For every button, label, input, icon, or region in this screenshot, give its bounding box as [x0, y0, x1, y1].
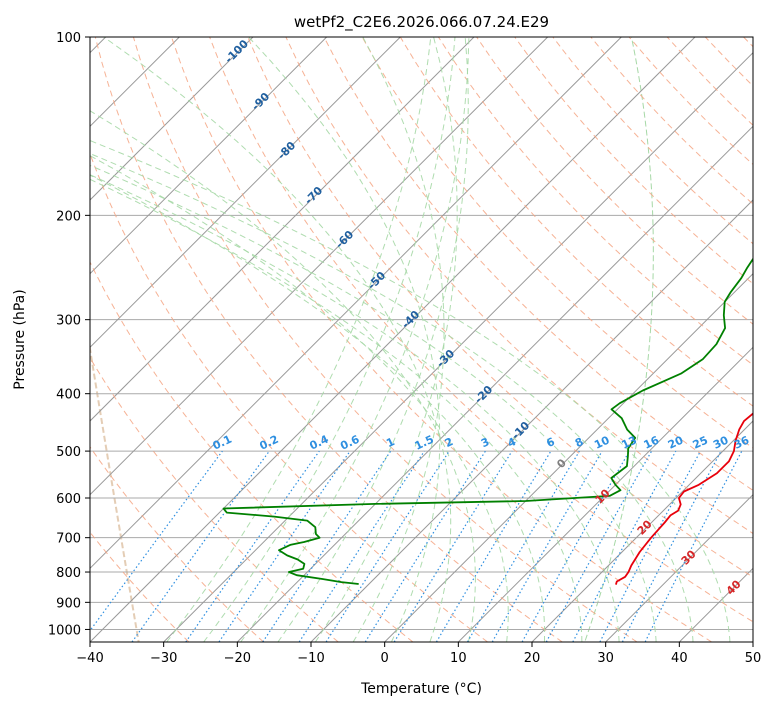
x-tick-label: 40 [671, 651, 688, 666]
x-axis-label: Temperature (°C) [360, 681, 482, 697]
plot-area: -100-90-80-70-60-50-40-30-20-100.1 0.2 0.4… [90, 37, 753, 642]
moist-adiabat [166, 37, 432, 642]
mixing-ratio-line [545, 450, 653, 642]
isotherm-line [90, 37, 622, 570]
moist-adiabat [248, 37, 441, 642]
x-tick-label: 0 [381, 651, 389, 666]
mixing-ratio-label: 16 [642, 433, 662, 451]
x-tick-label: 50 [745, 651, 762, 666]
mixing-ratio-label: 13 [620, 434, 639, 452]
moist-adiabat [90, 140, 731, 642]
dry-adiabat [90, 356, 339, 642]
x-tick-label: 30 [597, 651, 614, 666]
dry-adiabat [476, 37, 753, 325]
y-tick-label: 300 [56, 314, 81, 329]
isotherm-line [163, 51, 753, 642]
y-tick-label: 600 [56, 492, 81, 507]
isotherm-line [90, 37, 328, 275]
sounding-series [222, 257, 753, 585]
dry-adiabat [323, 37, 753, 491]
line-labels: -100-90-80-70-60-50-40-30-20-100.1 0.2 0.4… [211, 37, 752, 598]
mixing-ratio-line [131, 450, 270, 642]
curved-guide [584, 37, 654, 642]
dry-adiabat [94, 37, 563, 642]
mixing-ratio-line [218, 450, 351, 642]
mixing-ratio-line [521, 450, 631, 642]
mixing-ratio-label: 20 [666, 433, 686, 451]
dry-adiabat [90, 260, 414, 642]
y-tick-label: 900 [56, 596, 81, 611]
y-tick-label: 100 [56, 31, 81, 46]
dry-adiabat [132, 37, 638, 642]
curved-guide [90, 342, 140, 642]
mixing-ratio-lines [90, 450, 743, 642]
isotherm-line [90, 37, 254, 201]
moist-adiabat [240, 37, 470, 642]
moist-adiabat [90, 110, 476, 642]
y-tick-label: 800 [56, 566, 81, 581]
isotherm-line [384, 272, 753, 642]
x-tick-label: −20 [224, 651, 251, 666]
moist-adiabat [90, 178, 583, 642]
x-tick-label: −30 [150, 651, 177, 666]
temperature-line [615, 412, 753, 585]
moist-adiabat [203, 37, 456, 642]
mixing-ratio-line [393, 450, 513, 642]
isotherm-line [531, 420, 753, 642]
x-tick-label: 10 [450, 651, 467, 666]
x-tick-label: −40 [76, 651, 103, 666]
y-tick-label: 400 [56, 388, 81, 403]
y-tick-label: 700 [56, 532, 81, 547]
moist-adiabat [314, 37, 458, 642]
moist-adiabat [103, 37, 452, 642]
mixing-ratio-line [644, 450, 743, 642]
y-axis-ticks: 100 200 300 400 500 600 700 800 900 1000 [48, 31, 90, 638]
moist-adiabat [90, 164, 657, 642]
mixing-ratio-line [262, 450, 392, 642]
mixing-ratio-line [185, 450, 320, 642]
mixing-ratio-label: 30 [711, 433, 731, 451]
chart-title: wetPf2_C2E6.2026.066.07.24.E29 [294, 13, 549, 32]
mixing-ratio-label: 36 [732, 433, 752, 451]
dry-adiabat [209, 37, 753, 623]
mixing-ratio-label: 10 [592, 433, 612, 451]
x-axis-ticks: −40 −30 −20 −10 0 10 20 30 40 50 [76, 642, 761, 666]
dewpoint-line [222, 257, 753, 585]
dry-adiabat [90, 446, 264, 642]
moist-adiabat [277, 37, 469, 642]
isotherm-line [90, 37, 401, 349]
x-tick-label: 20 [524, 651, 541, 666]
isotherm-line [90, 37, 475, 422]
isotherm-line [236, 125, 753, 642]
moist-adiabat [90, 174, 546, 642]
x-tick-label: −10 [297, 651, 324, 666]
y-tick-label: 1000 [48, 623, 81, 638]
plot-frame [89, 36, 754, 643]
y-tick-label: 500 [56, 445, 81, 460]
moist-adiabat [90, 153, 694, 642]
moist-adiabat [90, 155, 509, 642]
mixing-ratio-line [325, 450, 450, 642]
mixing-ratio-line [90, 450, 223, 632]
moist-adiabats [90, 37, 731, 642]
dry-adiabat [285, 37, 753, 535]
mixing-ratio-line [298, 450, 425, 642]
isotherm-line [605, 493, 753, 642]
curved-guides [90, 37, 654, 642]
y-tick-label: 200 [56, 209, 81, 224]
isotherm-line [90, 37, 549, 496]
dry-adiabat [514, 37, 753, 285]
dry-adiabat [247, 37, 753, 578]
mixing-ratio-line [572, 450, 677, 642]
moist-adiabat [90, 174, 620, 642]
isotherm-line [457, 346, 753, 642]
y-axis-label: Pressure (hPa) [12, 289, 28, 389]
mixing-ratio-label: 25 [691, 434, 710, 452]
